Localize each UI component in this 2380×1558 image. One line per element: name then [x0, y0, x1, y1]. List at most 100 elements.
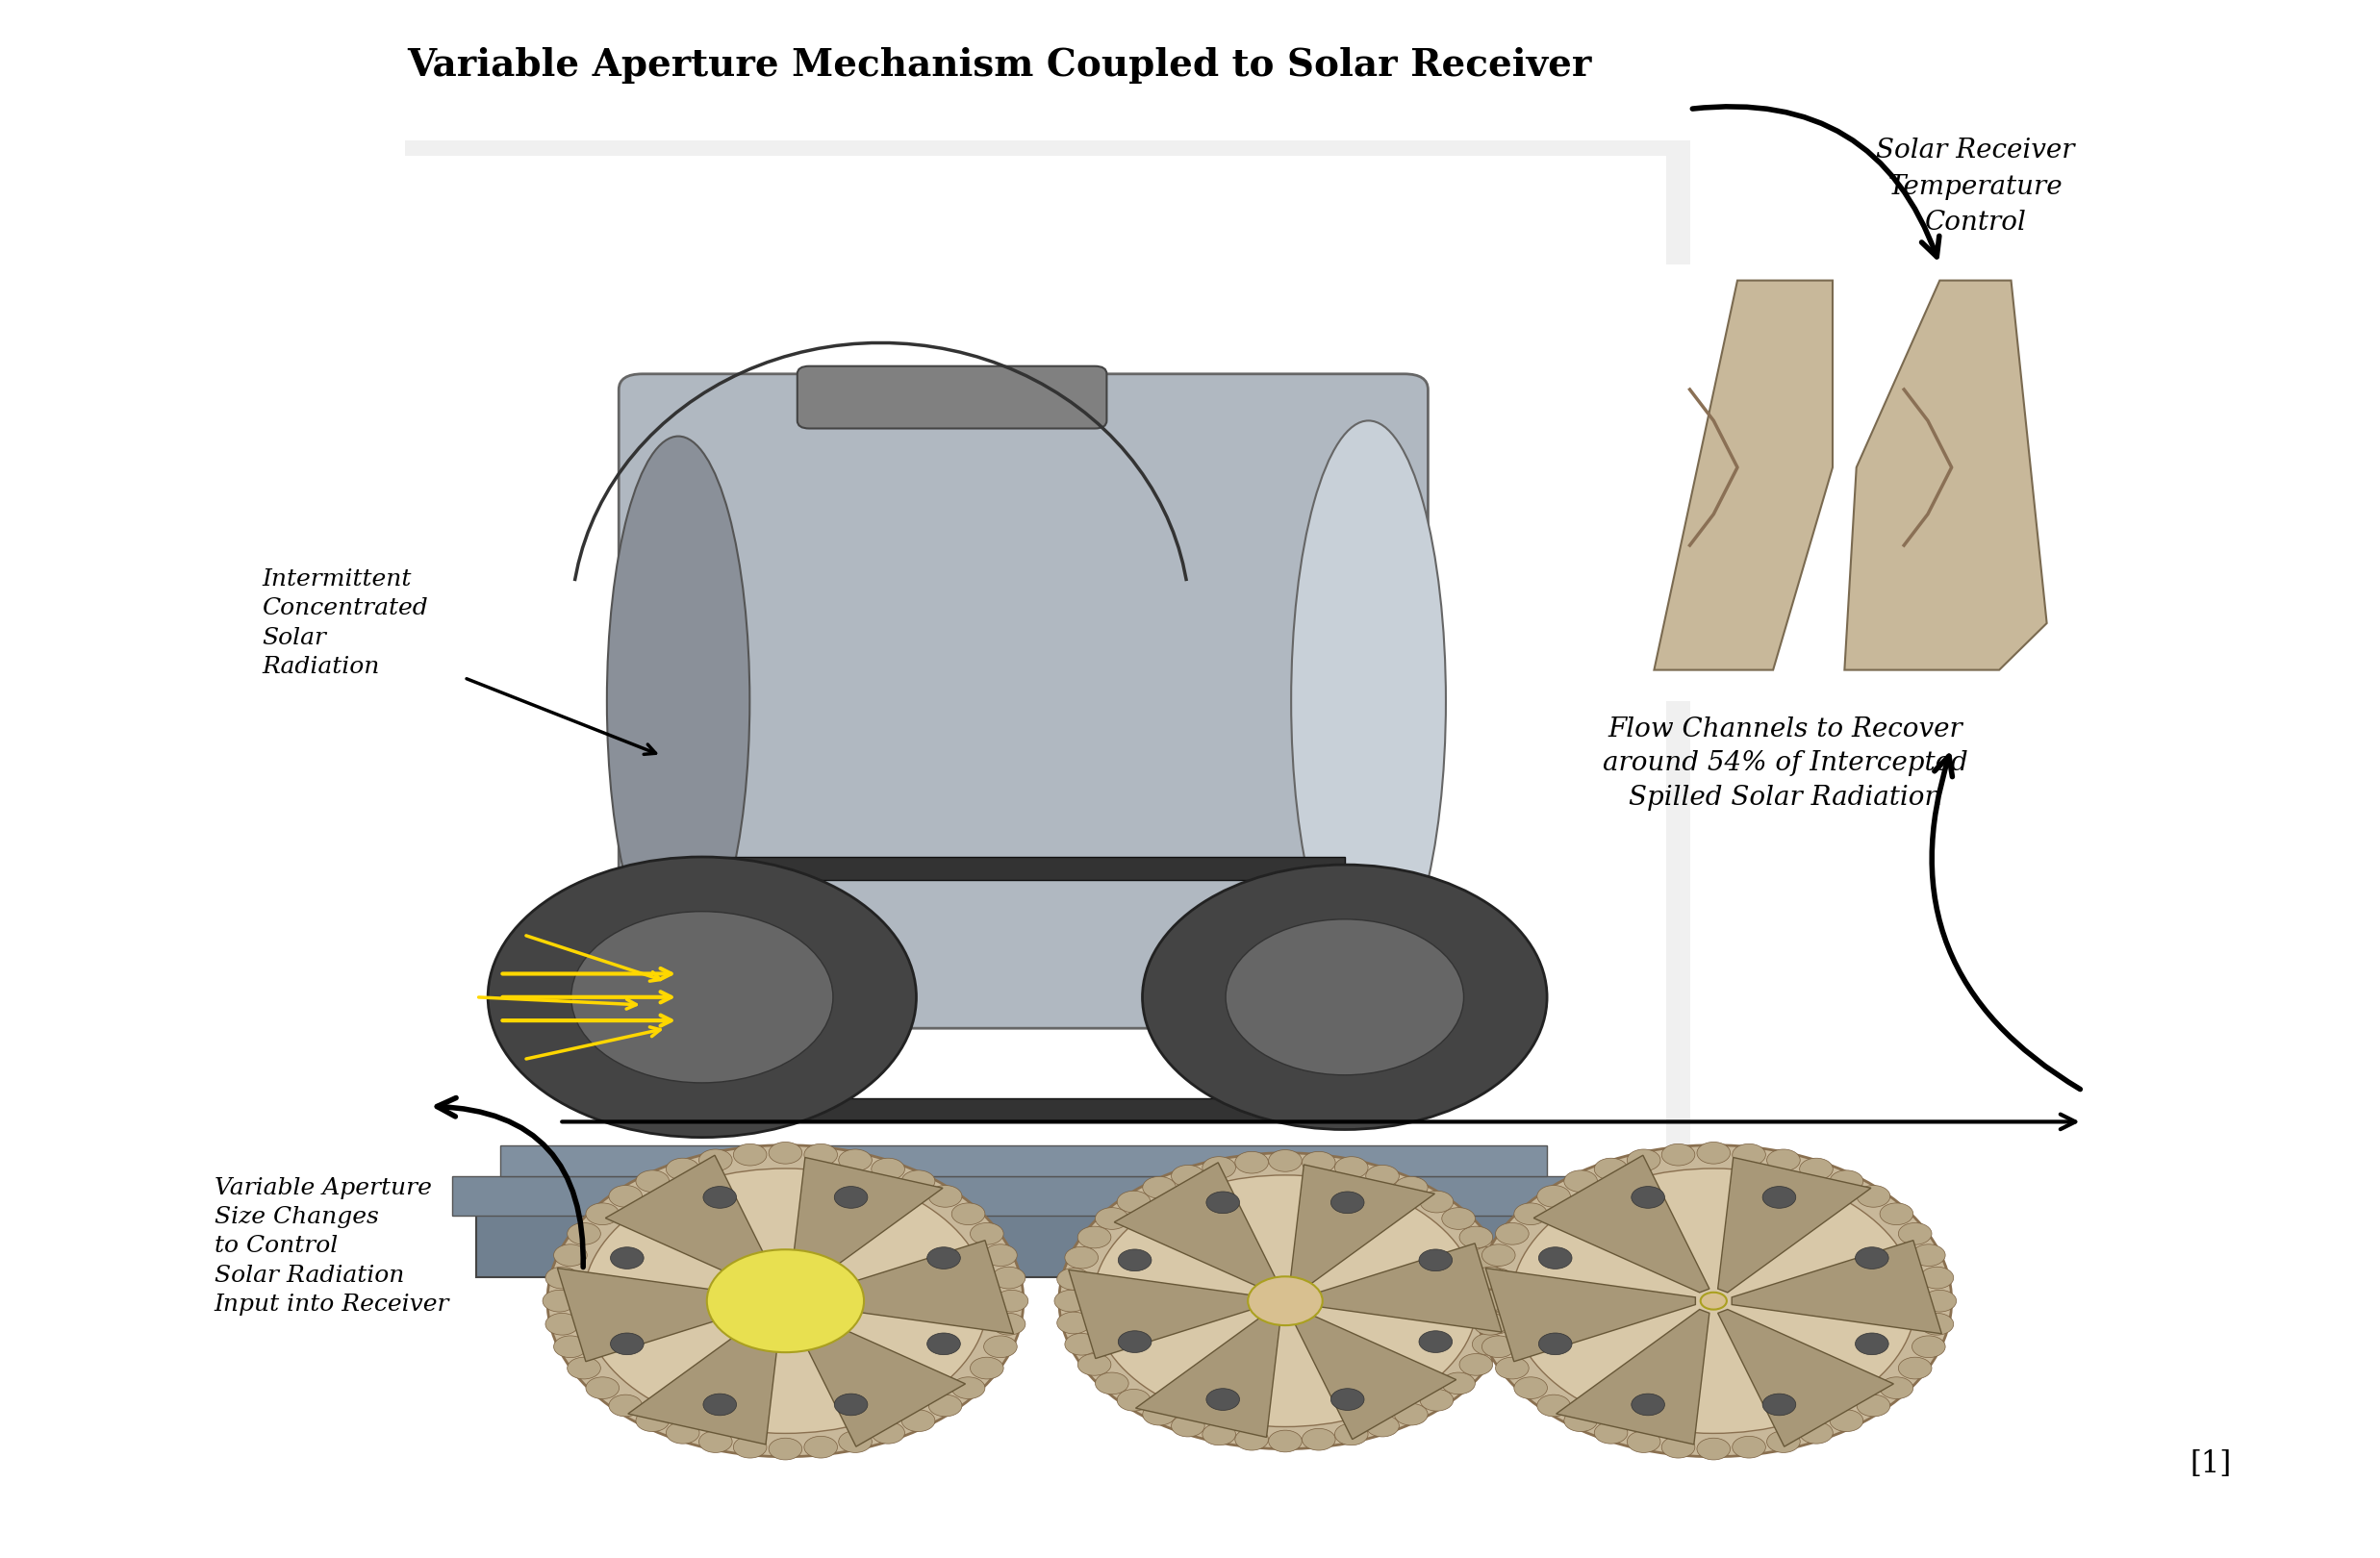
Circle shape: [583, 1168, 988, 1433]
Circle shape: [1921, 1267, 1954, 1288]
Circle shape: [1078, 1226, 1111, 1248]
Circle shape: [1330, 1388, 1364, 1410]
Circle shape: [545, 1267, 578, 1288]
Polygon shape: [1845, 280, 2047, 670]
Circle shape: [1697, 1142, 1730, 1164]
Circle shape: [1421, 1190, 1454, 1212]
Circle shape: [1119, 1331, 1152, 1352]
Circle shape: [1078, 1354, 1111, 1376]
Polygon shape: [1069, 1270, 1269, 1359]
Circle shape: [1628, 1150, 1661, 1172]
Circle shape: [1495, 1223, 1528, 1245]
Polygon shape: [1290, 1309, 1457, 1440]
Text: Flow Channels to Recover
around 54% of Intercepted
Spilled Solar Radiation: Flow Channels to Recover around 54% of I…: [1602, 717, 1968, 810]
Circle shape: [1473, 1246, 1507, 1268]
Polygon shape: [804, 1240, 1014, 1334]
Circle shape: [1880, 1377, 1914, 1399]
Ellipse shape: [1290, 421, 1445, 982]
Circle shape: [1595, 1422, 1628, 1444]
Circle shape: [1697, 1438, 1730, 1460]
Circle shape: [1057, 1312, 1090, 1334]
Circle shape: [1092, 1175, 1478, 1427]
Circle shape: [1095, 1373, 1128, 1394]
Circle shape: [1473, 1267, 1507, 1288]
Circle shape: [838, 1150, 871, 1172]
Circle shape: [547, 1145, 1023, 1457]
Circle shape: [700, 1430, 733, 1452]
Circle shape: [1335, 1424, 1368, 1446]
Text: Variable Aperture
Size Changes
to Control
Solar Radiation
Input into Receiver: Variable Aperture Size Changes to Contro…: [214, 1178, 450, 1315]
Circle shape: [609, 1246, 643, 1268]
Circle shape: [1661, 1436, 1695, 1458]
Circle shape: [1856, 1186, 1890, 1207]
Circle shape: [733, 1436, 766, 1458]
Circle shape: [1473, 1313, 1507, 1335]
Circle shape: [769, 1438, 802, 1460]
Circle shape: [1495, 1357, 1528, 1379]
Circle shape: [609, 1334, 643, 1355]
Circle shape: [1830, 1170, 1864, 1192]
Circle shape: [1537, 1246, 1571, 1268]
Circle shape: [1442, 1207, 1476, 1229]
Circle shape: [928, 1186, 962, 1207]
Ellipse shape: [607, 436, 750, 966]
Circle shape: [1202, 1156, 1235, 1178]
Circle shape: [1766, 1150, 1799, 1172]
Circle shape: [1911, 1335, 1944, 1357]
Circle shape: [566, 1357, 600, 1379]
Polygon shape: [1533, 1154, 1709, 1293]
Circle shape: [1418, 1331, 1452, 1352]
FancyBboxPatch shape: [702, 857, 1345, 880]
Circle shape: [804, 1144, 838, 1165]
Circle shape: [1480, 1268, 1514, 1290]
Circle shape: [555, 1245, 588, 1267]
FancyBboxPatch shape: [476, 1184, 1595, 1278]
Circle shape: [1302, 1429, 1335, 1450]
FancyBboxPatch shape: [500, 1145, 1547, 1176]
Circle shape: [1202, 1424, 1235, 1446]
Circle shape: [1116, 1390, 1150, 1412]
Circle shape: [1171, 1415, 1204, 1436]
Circle shape: [1514, 1203, 1547, 1225]
Circle shape: [585, 1203, 619, 1225]
Polygon shape: [1718, 1309, 1894, 1447]
Circle shape: [1856, 1394, 1890, 1416]
Circle shape: [1921, 1313, 1954, 1335]
Polygon shape: [1135, 1309, 1280, 1436]
Circle shape: [609, 1186, 643, 1207]
Circle shape: [1514, 1377, 1547, 1399]
Circle shape: [992, 1267, 1026, 1288]
Circle shape: [1119, 1250, 1152, 1271]
FancyBboxPatch shape: [702, 1098, 1345, 1122]
Circle shape: [1537, 1186, 1571, 1207]
Circle shape: [835, 1394, 869, 1416]
Circle shape: [1483, 1335, 1516, 1357]
Polygon shape: [1654, 280, 1833, 670]
Circle shape: [488, 857, 916, 1137]
Circle shape: [838, 1430, 871, 1452]
Circle shape: [1537, 1394, 1571, 1416]
Circle shape: [545, 1313, 578, 1335]
FancyBboxPatch shape: [405, 156, 1666, 1278]
Circle shape: [1395, 1404, 1428, 1426]
Circle shape: [1054, 1290, 1088, 1312]
Text: [1]: [1]: [2190, 1449, 2230, 1480]
Circle shape: [1856, 1246, 1890, 1268]
Circle shape: [1235, 1429, 1269, 1450]
Polygon shape: [1290, 1165, 1435, 1293]
Circle shape: [1473, 1334, 1507, 1355]
Circle shape: [1595, 1158, 1628, 1179]
Circle shape: [1899, 1357, 1933, 1379]
Circle shape: [971, 1357, 1004, 1379]
Polygon shape: [1114, 1162, 1280, 1293]
Text: Solar Receiver
Temperature
Control: Solar Receiver Temperature Control: [1875, 139, 2075, 235]
Circle shape: [928, 1246, 962, 1268]
Circle shape: [983, 1335, 1016, 1357]
Circle shape: [952, 1203, 985, 1225]
FancyBboxPatch shape: [405, 140, 1690, 1278]
Polygon shape: [1733, 1240, 1942, 1334]
Circle shape: [995, 1290, 1028, 1312]
Circle shape: [871, 1422, 904, 1444]
Circle shape: [1235, 1151, 1269, 1173]
Circle shape: [1057, 1268, 1090, 1290]
